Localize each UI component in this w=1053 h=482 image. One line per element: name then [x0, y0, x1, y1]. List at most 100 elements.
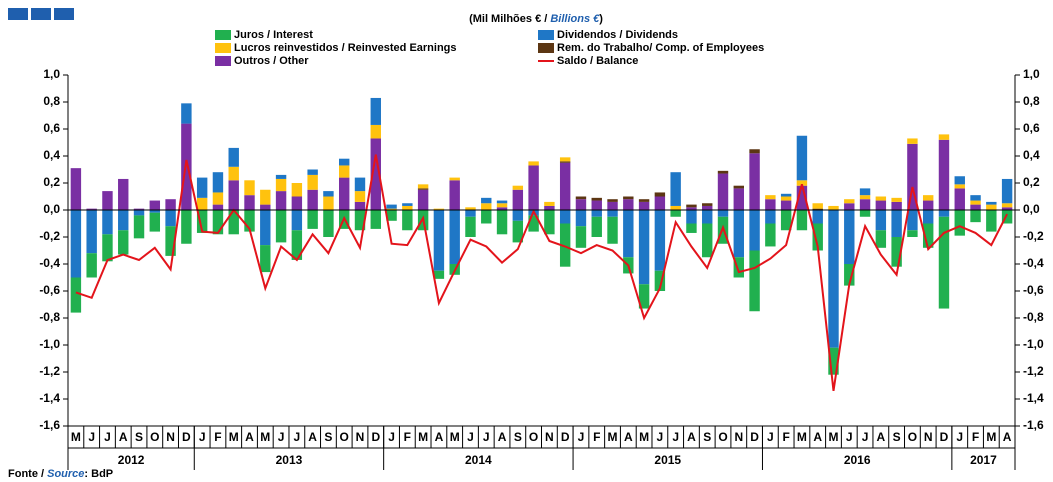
bar-segment — [828, 210, 839, 348]
bar-segment — [323, 210, 334, 237]
bar-segment — [844, 210, 855, 264]
bar-segment — [780, 210, 792, 231]
bar-segment — [70, 277, 82, 313]
bar-segment — [670, 205, 681, 210]
bar-segment — [812, 208, 823, 210]
x-tick-label: F — [972, 430, 979, 444]
bar-segment — [922, 200, 934, 210]
x-tick-label: N — [545, 430, 554, 444]
bar-segment — [907, 138, 918, 144]
x-tick-label: J — [846, 430, 853, 444]
bar-segment — [812, 203, 823, 209]
x-tick-label: J — [88, 430, 95, 444]
bar-segment — [717, 173, 729, 210]
x-tick-label: N — [166, 430, 175, 444]
bar-segment — [86, 253, 97, 278]
x-tick-label: D — [561, 430, 570, 444]
bar-segment — [1001, 203, 1013, 208]
x-tick-label: M — [450, 430, 460, 444]
x-tick-label: J — [862, 430, 869, 444]
x-tick-label: M — [71, 430, 81, 444]
legend-swatch — [538, 43, 554, 53]
x-tick-label: M — [986, 430, 996, 444]
bar-segment — [875, 230, 887, 248]
chart-subtitle: (Mil Milhões € / Billions €) — [469, 13, 603, 25]
x-tick-label: M — [418, 430, 428, 444]
bar-segment — [749, 250, 760, 312]
bar-segment — [875, 200, 887, 210]
bar-segment — [496, 207, 508, 210]
bar-segment — [670, 172, 681, 206]
bar-segment — [370, 210, 381, 229]
legend-label: Juros / Interest — [234, 29, 313, 41]
x-tick-label: M — [229, 430, 239, 444]
y-tick-label: -1,2 — [1023, 364, 1044, 378]
bar-segment — [307, 189, 318, 210]
bar-segment — [496, 210, 508, 235]
y-tick-label: -1,4 — [39, 391, 60, 405]
bar-segment — [512, 220, 524, 243]
bar-segment — [417, 184, 429, 189]
legend-label: Outros / Other — [234, 55, 309, 67]
bar-segment — [796, 180, 808, 186]
bar-segment — [544, 201, 555, 206]
y-tick-label: -0,6 — [39, 283, 60, 297]
y-tick-label: 0,8 — [1023, 94, 1040, 108]
bar-segment — [559, 162, 571, 210]
x-tick-label: N — [924, 430, 933, 444]
y-tick-label: -1,0 — [1023, 337, 1044, 351]
bar-segment — [907, 230, 918, 237]
bar-segment — [260, 210, 271, 246]
bar-segment — [354, 210, 366, 231]
bar-segment — [733, 185, 745, 189]
y-tick-label: -0,8 — [39, 310, 60, 324]
x-tick-label: S — [893, 430, 901, 444]
source-text: Fonte / — [8, 468, 47, 480]
x-tick-label: A — [624, 430, 633, 444]
bar-segment — [433, 210, 445, 271]
bar-segment — [512, 210, 524, 221]
bar-segment — [496, 203, 508, 208]
x-tick-label: F — [214, 430, 221, 444]
bar-segment — [338, 177, 350, 210]
bar-segment — [717, 170, 729, 174]
y-tick-label: -1,2 — [39, 364, 60, 378]
bar-segment — [954, 176, 965, 185]
y-tick-label: 1,0 — [43, 67, 60, 81]
bar-segment — [765, 199, 776, 210]
x-tick-label: A — [813, 430, 822, 444]
bar-segment — [859, 210, 871, 217]
bar-segment — [544, 210, 555, 235]
source-text: : BdP — [84, 468, 113, 480]
bar-segment — [512, 185, 524, 190]
x-tick-label: D — [940, 430, 949, 444]
bar-segment — [307, 169, 318, 175]
bar-segment — [102, 191, 113, 210]
bar-segment — [575, 199, 587, 210]
bar-segment — [133, 210, 145, 216]
bar-segment — [938, 134, 950, 140]
bar-segment — [370, 97, 381, 125]
bar-segment — [875, 210, 887, 231]
x-tick-label: A — [498, 430, 507, 444]
subtitle-text: ) — [599, 13, 603, 25]
bar-segment — [512, 189, 524, 210]
bar-segment — [449, 210, 460, 264]
bar-segment — [575, 226, 587, 248]
legend-label: Dividendos / Dividends — [557, 29, 678, 41]
bar-segment — [291, 196, 303, 210]
y-tick-label: 0,2 — [43, 175, 60, 189]
bar-segment — [118, 178, 129, 210]
bar-segment — [654, 196, 666, 210]
source-note: Fonte / Source: BdP — [8, 468, 113, 480]
bar-segment — [465, 207, 476, 210]
x-tick-label: F — [593, 430, 600, 444]
x-tick-label: N — [734, 430, 743, 444]
bar-segment — [338, 165, 350, 178]
x-tick-label: M — [260, 430, 270, 444]
legend-label: Saldo / Balance — [557, 55, 638, 67]
bar-segment — [638, 199, 650, 202]
bar-segment — [638, 201, 650, 210]
source-italic: Source — [47, 468, 84, 480]
